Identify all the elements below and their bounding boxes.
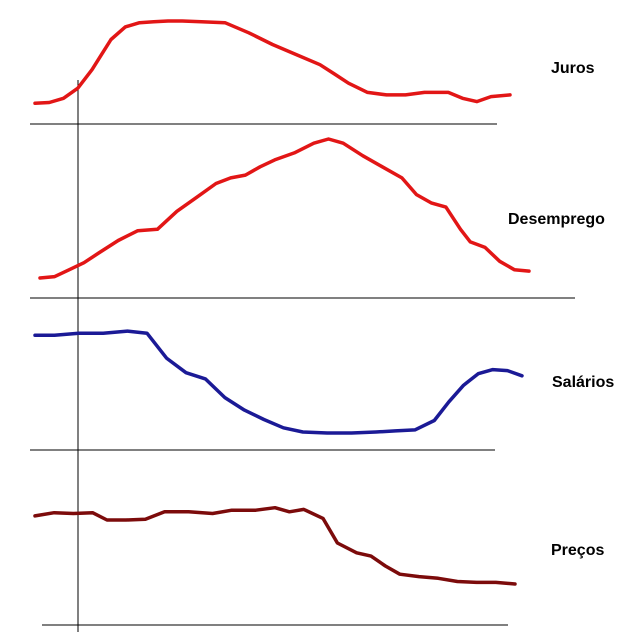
series-label-juros: Juros <box>551 60 595 77</box>
series-curves <box>33 19 531 586</box>
series-label-desemprego: Desemprego <box>508 211 605 228</box>
series-line-desemprego <box>38 137 531 280</box>
series-label-salarios: Salários <box>552 374 614 391</box>
series-line-precos <box>33 505 517 586</box>
series-label-precos: Preços <box>551 542 604 559</box>
series-line-salarios <box>33 329 524 435</box>
series-line-juros <box>33 19 512 106</box>
